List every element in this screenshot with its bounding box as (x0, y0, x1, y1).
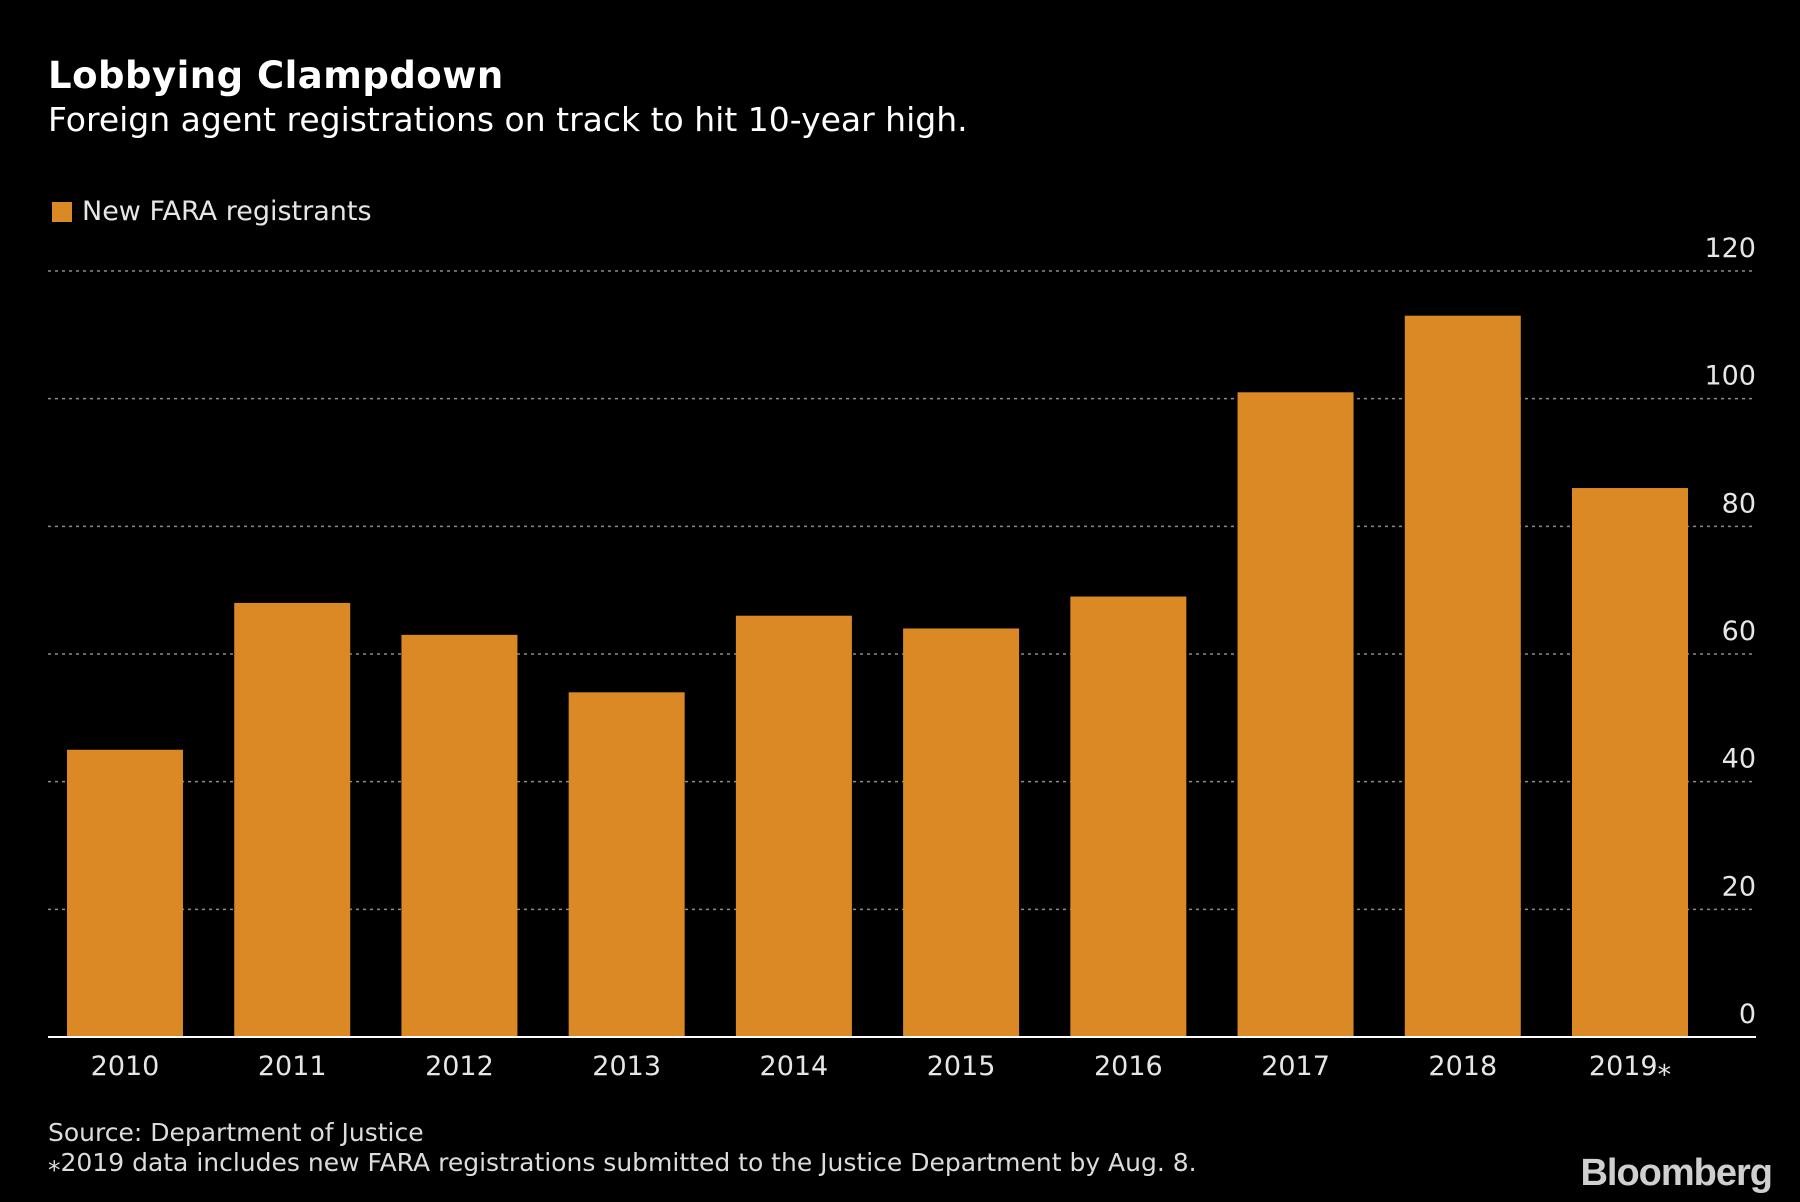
axes: 0 20 40 60 80 100 120 2010 2011 2012 2013 2014 2015 2… (48, 233, 1756, 1082)
bars (67, 315, 1688, 1037)
y-tick-label: 100 (1704, 361, 1756, 392)
bar-2011 (234, 602, 351, 1037)
bar-2013 (568, 692, 685, 1037)
bar-2015 (903, 628, 1020, 1037)
chart-title: Lobbying Clampdown (48, 54, 504, 97)
x-tick-label: 2019⁎ (1589, 1051, 1671, 1082)
legend-label: New FARA registrants (82, 196, 372, 227)
bar-2016 (1070, 596, 1187, 1037)
x-tick-label: 2013 (592, 1051, 661, 1082)
x-tick-label: 2017 (1261, 1051, 1330, 1082)
legend: New FARA registrants (52, 196, 372, 227)
y-tick-label: 0 (1739, 999, 1756, 1030)
x-tick-label: 2016 (1094, 1051, 1163, 1082)
x-tick-label: 2011 (258, 1051, 327, 1082)
bar-2014 (735, 615, 852, 1037)
legend-swatch (52, 201, 72, 222)
x-tick-label: 2014 (760, 1051, 829, 1082)
bar-2018 (1404, 315, 1521, 1037)
x-tick-label: 2012 (425, 1051, 494, 1082)
bloomberg-logo: Bloomberg (1580, 1152, 1773, 1194)
y-tick-label: 80 (1722, 488, 1756, 519)
bar-2010 (67, 749, 183, 1037)
source-note: Source: Department of Justice (48, 1118, 424, 1147)
y-tick-label: 120 (1704, 233, 1756, 264)
x-tick-label: 2010 (91, 1051, 160, 1082)
footnote: ⁎2019 data includes new FARA registratio… (48, 1148, 1197, 1177)
y-tick-label: 20 (1722, 871, 1756, 902)
y-tick-label: 60 (1722, 616, 1756, 647)
x-tick-label: 2015 (927, 1051, 996, 1082)
bar-2012 (401, 634, 518, 1037)
y-tick-label: 40 (1722, 744, 1756, 775)
bar-2019 (1572, 488, 1688, 1037)
x-tick-label: 2018 (1428, 1051, 1497, 1082)
bar-2017 (1237, 392, 1354, 1037)
chart-subtitle: Foreign agent registrations on track to … (48, 100, 968, 139)
